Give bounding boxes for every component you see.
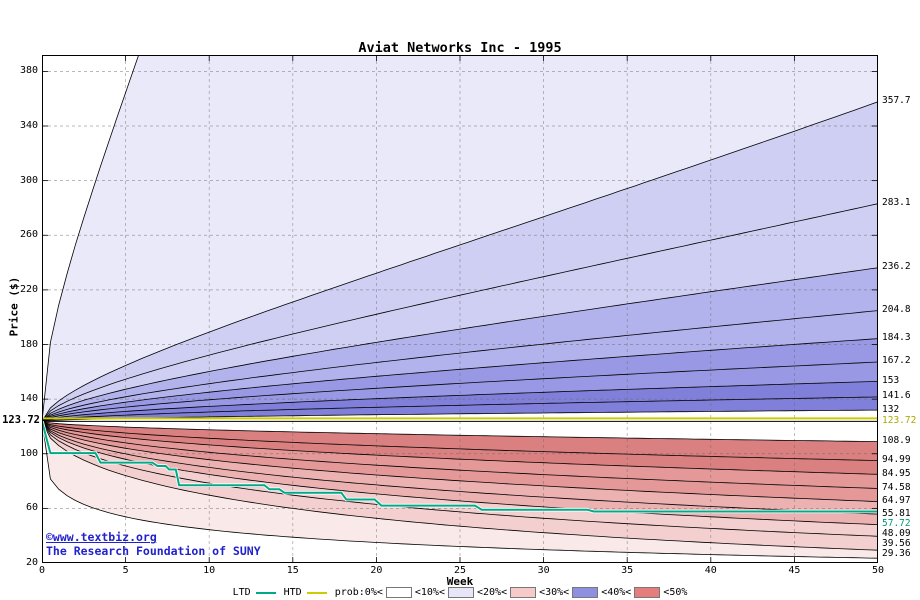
right-end-label: 167.2 — [882, 355, 911, 367]
x-tick-label: 45 — [788, 565, 801, 576]
watermark: ©www.textbiz.org The Research Foundation… — [46, 530, 261, 558]
quantile-line — [42, 421, 878, 559]
quantile-line — [42, 203, 878, 422]
right-end-label: 48.09 — [882, 527, 911, 539]
y-tick-label: 20 — [25, 557, 38, 568]
quantile-line — [42, 338, 878, 422]
legend-prob-label: <40%< — [601, 587, 632, 598]
quantile-line — [42, 381, 878, 422]
start-price-label: 123.72 — [2, 413, 40, 426]
legend-htd-line — [306, 591, 327, 594]
right-end-label: 84.95 — [882, 467, 911, 479]
low-band — [42, 421, 878, 489]
legend-prob-label: <20%< — [476, 587, 508, 598]
right-end-label: 39.56 — [882, 537, 911, 549]
right-end-label: 236.2 — [882, 261, 911, 273]
legend-prob-label: prob:0%< — [334, 587, 383, 598]
x-tick-label: 15 — [286, 565, 299, 576]
y-tick-label: 300 — [19, 174, 38, 186]
right-end-label: 74.58 — [882, 481, 911, 493]
legend-prob-swatch — [385, 587, 412, 598]
legend-prob-label: <10%< — [414, 587, 445, 598]
chart-legend: LTD HTD prob:0%< <10%< <20%< <30%< <40%< <50% — [0, 587, 920, 598]
high-band — [42, 203, 878, 422]
y-tick-label: 340 — [19, 120, 38, 131]
quantile-line — [42, 421, 878, 551]
quantile-line — [42, 421, 878, 489]
legend-prob-swatch — [510, 587, 537, 598]
watermark-link[interactable]: ©www.textbiz.org — [46, 530, 157, 544]
ltd-line — [42, 421, 878, 513]
quantile-line — [42, 421, 878, 502]
right-end-label: 108.9 — [882, 435, 911, 447]
watermark-org: The Research Foundation of SUNY — [46, 544, 261, 558]
x-tick-label: 20 — [370, 565, 383, 576]
x-tick-label: 25 — [453, 565, 467, 576]
legend-prob-label: <50% — [663, 587, 688, 598]
y-tick-label: 380 — [19, 65, 38, 77]
right-end-label: 184.3 — [882, 332, 911, 344]
right-end-label: 55.81 — [882, 507, 911, 519]
right-end-label: 132 — [882, 403, 900, 415]
quantile-line — [42, 310, 878, 422]
quantile-line — [42, 267, 878, 422]
low-band — [42, 421, 878, 502]
x-tick-label: 30 — [537, 565, 550, 576]
y-tick-label: 220 — [19, 283, 38, 295]
quantile-line — [42, 421, 878, 461]
fan-chart-svg — [41, 55, 879, 564]
x-tick-label: 50 — [871, 565, 885, 576]
right-end-label: 204.8 — [882, 304, 911, 316]
legend-ltd-line — [255, 591, 276, 594]
quantile-line — [42, 421, 878, 442]
quantile-line — [42, 101, 878, 422]
plot-area — [41, 55, 879, 564]
quantile-line — [42, 361, 878, 422]
x-tick-label: 5 — [122, 565, 129, 576]
right-end-label: 29.36 — [882, 547, 911, 559]
quantile-line — [42, 396, 878, 422]
right-end-label: 64.97 — [882, 495, 911, 507]
x-tick-label: 0 — [38, 565, 46, 576]
x-tick-label: 10 — [203, 565, 216, 576]
quantile-line — [42, 421, 878, 515]
right-end-label: 123.72 — [882, 414, 917, 426]
legend-prob-swatch — [572, 587, 599, 598]
right-end-label: 141.6 — [882, 390, 911, 402]
legend-prob-swatch — [634, 587, 661, 598]
quantile-line — [42, 421, 878, 537]
right-end-label: 94.99 — [882, 454, 911, 466]
y-tick-label: 60 — [25, 502, 38, 514]
high-band — [42, 310, 878, 422]
x-tick-label: 40 — [704, 565, 717, 576]
y-tick-label: 100 — [19, 447, 38, 459]
right-end-label: 153 — [882, 374, 900, 386]
quantile-line — [42, 421, 878, 525]
low-band — [42, 421, 878, 559]
high-band — [42, 55, 878, 422]
legend-ltd-label: LTD — [232, 587, 251, 598]
y-tick-label: 260 — [19, 229, 38, 241]
y-axis-title: Price ($) — [7, 276, 21, 337]
quantile-line — [42, 421, 878, 475]
high-band — [42, 381, 878, 422]
legend-htd-label: HTD — [283, 587, 302, 598]
y-tick-label: 140 — [19, 393, 38, 405]
low-band — [42, 421, 878, 515]
y-tick-label: 180 — [19, 338, 38, 350]
x-tick-label: 35 — [621, 565, 634, 576]
right-end-label: 57.72 — [882, 517, 911, 529]
low-band — [42, 421, 878, 525]
x-axis-title: Week — [446, 575, 474, 588]
legend-prob-swatch — [447, 587, 474, 598]
right-end-label: 283.1 — [882, 197, 911, 209]
chart-title: Aviat Networks Inc - 1995 — [358, 40, 562, 56]
low-band — [42, 421, 878, 475]
right-end-label: 357.7 — [882, 95, 911, 107]
legend-prob-label: <30%< — [539, 587, 570, 598]
fan-lines-group — [42, 55, 878, 559]
